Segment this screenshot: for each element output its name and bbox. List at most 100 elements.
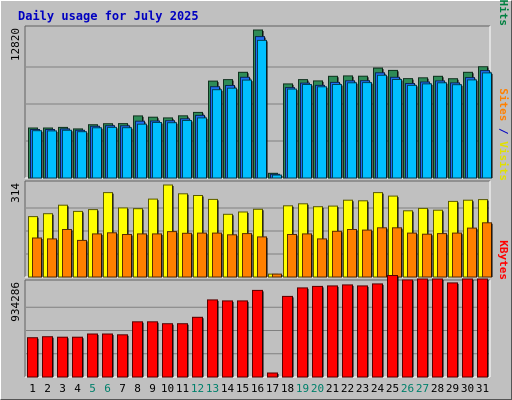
bar-kbytes-day-5 <box>87 333 98 378</box>
x-tick-label: 10 <box>161 382 174 395</box>
x-tick-label: 1 <box>29 382 36 395</box>
bar-kbytes-day-1 <box>27 337 38 378</box>
bar-kbytes-day-30 <box>462 278 473 378</box>
bar-pages-day-27 <box>422 83 432 179</box>
bar-kbytes-day-13 <box>207 299 218 378</box>
bar-pages-day-24 <box>377 74 387 179</box>
y-axis-label-part: Hits <box>497 0 510 26</box>
bar-pages-day-11 <box>182 120 192 179</box>
bar-sites-day-23 <box>362 229 372 278</box>
bar-kbytes-day-16 <box>252 289 263 378</box>
bar-sites-day-2 <box>47 238 57 278</box>
bar-sites-day-24 <box>377 227 387 278</box>
bar-sites-day-16 <box>257 236 267 278</box>
bar-kbytes-day-6 <box>102 333 113 378</box>
x-tick-label: 17 <box>266 382 279 395</box>
bar-sites-day-28 <box>437 233 447 278</box>
y-max-label: 934286 <box>9 282 22 322</box>
bar-sites-day-4 <box>77 239 87 278</box>
x-tick-label: 13 <box>206 382 219 395</box>
bar-sites-day-20 <box>317 238 327 278</box>
bar-kbytes-day-12 <box>192 316 203 378</box>
x-tick-label: 27 <box>416 382 429 395</box>
x-tick-label: 23 <box>356 382 369 395</box>
bar-sites-day-1 <box>32 237 42 278</box>
bar-sites-day-18 <box>287 234 297 278</box>
bar-kbytes-day-3 <box>57 336 68 378</box>
bar-kbytes-day-27 <box>417 278 428 378</box>
x-tick-label: 26 <box>401 382 414 395</box>
y-max-label: 314 <box>9 183 22 203</box>
bar-pages-day-8 <box>137 123 147 179</box>
bar-pages-day-28 <box>437 82 447 179</box>
x-tick-label: 6 <box>104 382 111 395</box>
bar-kbytes-day-29 <box>447 282 458 378</box>
bar-kbytes-day-31 <box>477 278 488 378</box>
bar-kbytes-day-10 <box>162 323 173 378</box>
chart-title: Daily usage for July 2025 <box>18 9 199 23</box>
y-axis-label-part: / <box>497 121 510 141</box>
bar-sites-day-21 <box>332 230 342 278</box>
bar-sites-day-3 <box>62 229 72 278</box>
x-tick-label: 7 <box>119 382 126 395</box>
panel-kbytes: 934286 KBytes <box>9 240 510 378</box>
bar-pages-day-4 <box>77 131 87 179</box>
bar-kbytes-day-23 <box>357 285 368 378</box>
bar-kbytes-day-24 <box>372 283 383 378</box>
bar-sites-day-29 <box>452 232 462 278</box>
bar-sites-day-22 <box>347 229 357 278</box>
x-tick-label: 2 <box>44 382 51 395</box>
bar-pages-day-7 <box>122 127 132 179</box>
bar-sites-day-10 <box>167 231 177 278</box>
bar-sites-day-7 <box>122 234 132 278</box>
x-tick-label: 5 <box>89 382 96 395</box>
bar-pages-day-1 <box>32 130 42 179</box>
x-tick-label: 24 <box>371 382 385 395</box>
bar-sites-day-25 <box>392 227 402 278</box>
bar-pages-day-10 <box>167 122 177 179</box>
bar-sites-day-6 <box>107 232 117 278</box>
bar-kbytes-day-15 <box>237 300 248 378</box>
x-tick-label: 29 <box>446 382 459 395</box>
panel-hits: 12820 Pages / Files / Hits <box>9 0 510 179</box>
bar-kbytes-day-7 <box>117 334 128 378</box>
x-tick-label: 20 <box>311 382 324 395</box>
x-tick-label: 9 <box>149 382 156 395</box>
bar-kbytes-day-26 <box>402 279 413 378</box>
x-tick-label: 21 <box>326 382 339 395</box>
bar-pages-day-2 <box>47 130 57 179</box>
bar-pages-day-21 <box>332 84 342 179</box>
x-tick-label: 14 <box>221 382 235 395</box>
bar-pages-day-29 <box>452 84 462 179</box>
bar-sites-day-14 <box>227 234 237 278</box>
bar-pages-day-17 <box>272 174 282 179</box>
bar-kbytes-day-9 <box>147 321 158 378</box>
x-tick-label: 22 <box>341 382 354 395</box>
y-max-label: 12820 <box>9 28 22 61</box>
bar-kbytes-day-28 <box>432 278 443 378</box>
x-tick-label: 15 <box>236 382 249 395</box>
bar-pages-day-19 <box>302 84 312 179</box>
bar-kbytes-day-14 <box>222 300 233 378</box>
bar-pages-day-9 <box>152 122 162 179</box>
bar-pages-day-5 <box>92 127 102 179</box>
bar-pages-day-12 <box>197 117 207 179</box>
bar-kbytes-day-22 <box>342 284 353 378</box>
y-axis-label: Pages / Files / Hits <box>497 0 510 26</box>
bar-sites-day-12 <box>197 232 207 278</box>
x-tick-label: 30 <box>461 382 474 395</box>
bar-kbytes-day-20 <box>312 285 323 378</box>
bar-sites-day-27 <box>422 233 432 278</box>
x-tick-label: 8 <box>134 382 141 395</box>
series-sites <box>32 222 493 278</box>
series-kbytes <box>27 275 489 378</box>
bar-pages-day-30 <box>467 79 477 179</box>
chart-panels: 12820 Pages / Files / Hits 314 Sites / Visi… <box>9 0 510 378</box>
bar-kbytes-day-19 <box>297 287 308 378</box>
bar-sites-day-26 <box>407 232 417 278</box>
x-tick-label: 3 <box>59 382 66 395</box>
bar-sites-day-13 <box>212 232 222 278</box>
x-tick-label: 16 <box>251 382 264 395</box>
x-axis-labels: 1 2 3 4 5 6 7 8 9 10 11 12 13 14 15 16 17 18 19 20 21 22 23 24 2… <box>29 382 489 395</box>
